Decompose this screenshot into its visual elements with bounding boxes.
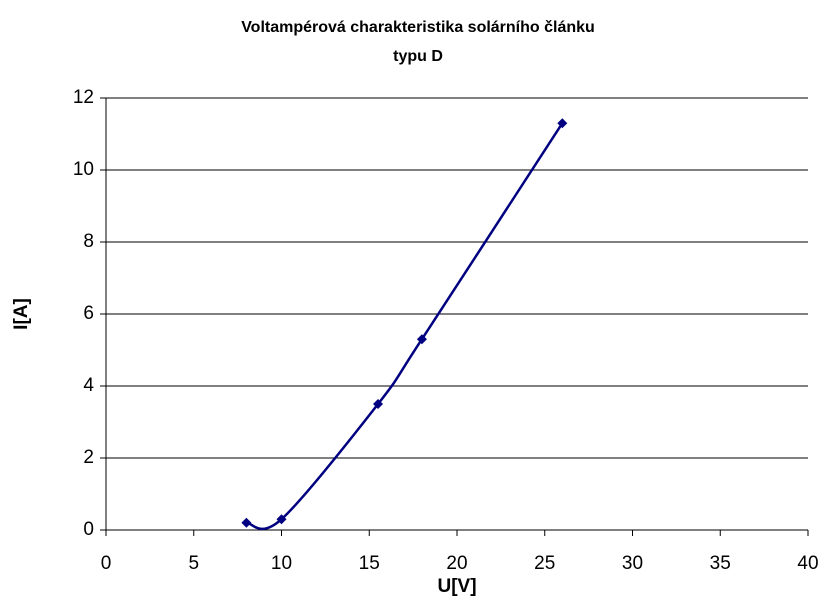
y-tick-label: 6 bbox=[83, 303, 94, 324]
y-tick-label: 0 bbox=[83, 519, 94, 540]
chart-title: Voltampérová charakteristika solárního č… bbox=[241, 19, 595, 36]
data-line bbox=[246, 122, 564, 531]
x-tick-label: 40 bbox=[797, 553, 818, 574]
x-tick-label: 25 bbox=[534, 553, 555, 574]
x-tick-label: 5 bbox=[188, 553, 199, 574]
x-tick-label: 30 bbox=[622, 553, 643, 574]
y-tick-label: 2 bbox=[83, 447, 94, 468]
data-point bbox=[241, 517, 252, 528]
data-point bbox=[276, 514, 287, 525]
x-axis-label: U[V] bbox=[437, 576, 476, 597]
y-tick-label: 4 bbox=[83, 375, 94, 396]
x-tick-label: 10 bbox=[271, 553, 292, 574]
x-tick-label: 35 bbox=[710, 553, 731, 574]
x-tick-label: 15 bbox=[359, 553, 380, 574]
x-tick-label: 20 bbox=[446, 553, 467, 574]
data-point bbox=[557, 118, 568, 129]
data-point bbox=[416, 334, 427, 345]
chart-title: typu D bbox=[393, 48, 443, 65]
y-tick-label: 12 bbox=[73, 87, 94, 108]
y-tick-label: 8 bbox=[83, 231, 94, 252]
data-point bbox=[373, 399, 384, 409]
y-axis-label: I[A] bbox=[11, 298, 32, 330]
y-tick-label: 10 bbox=[73, 159, 94, 180]
x-tick-label: 0 bbox=[101, 553, 112, 574]
